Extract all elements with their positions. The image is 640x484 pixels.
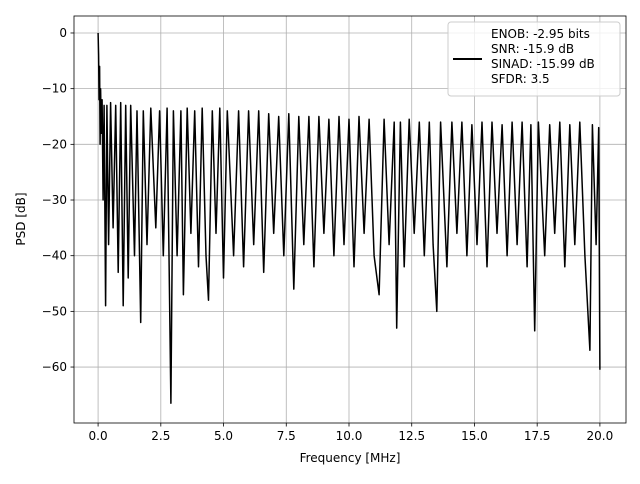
x-tick-label: 2.5 [151, 429, 170, 443]
y-tick-label: −50 [42, 304, 67, 318]
legend-line-snr: SNR: -15.9 dB [491, 42, 574, 56]
x-axis-label: Frequency [MHz] [300, 451, 401, 465]
y-tick-label: 0 [59, 26, 67, 40]
x-tick-label: 15.0 [461, 429, 488, 443]
psd-line [97, 32, 601, 404]
y-axis: 0 −10 −20 −30 −40 −50 −60 [42, 26, 74, 374]
legend-line-enob: ENOB: -2.95 bits [491, 27, 590, 41]
legend-box [447, 21, 621, 97]
x-tick-label: 5.0 [214, 429, 233, 443]
x-axis: 0.0 2.5 5.0 7.5 10.0 12.5 15.0 17.5 20.0 [89, 423, 614, 443]
x-tick-label: 17.5 [524, 429, 551, 443]
plot-area [97, 32, 601, 404]
y-tick-label: −60 [42, 360, 67, 374]
y-tick-label: −40 [42, 249, 67, 263]
y-tick-label: −20 [42, 137, 67, 151]
x-tick-label: 10.0 [336, 429, 363, 443]
x-tick-label: 7.5 [277, 429, 296, 443]
legend-line-sinad: SINAD: -15.99 dB [491, 57, 595, 71]
y-axis-label: PSD [dB] [14, 192, 28, 245]
x-tick-label: 20.0 [587, 429, 614, 443]
axes-frame [73, 15, 627, 424]
x-tick-label: 0.0 [89, 429, 108, 443]
y-tick-label: −30 [42, 193, 67, 207]
legend: ENOB: -2.95 bits SNR: -15.9 dB SINAD: -1… [447, 21, 621, 97]
x-tick-label: 12.5 [398, 429, 425, 443]
y-tick-label: −10 [42, 82, 67, 96]
legend-line-sfdr: SFDR: 3.5 [491, 72, 550, 86]
